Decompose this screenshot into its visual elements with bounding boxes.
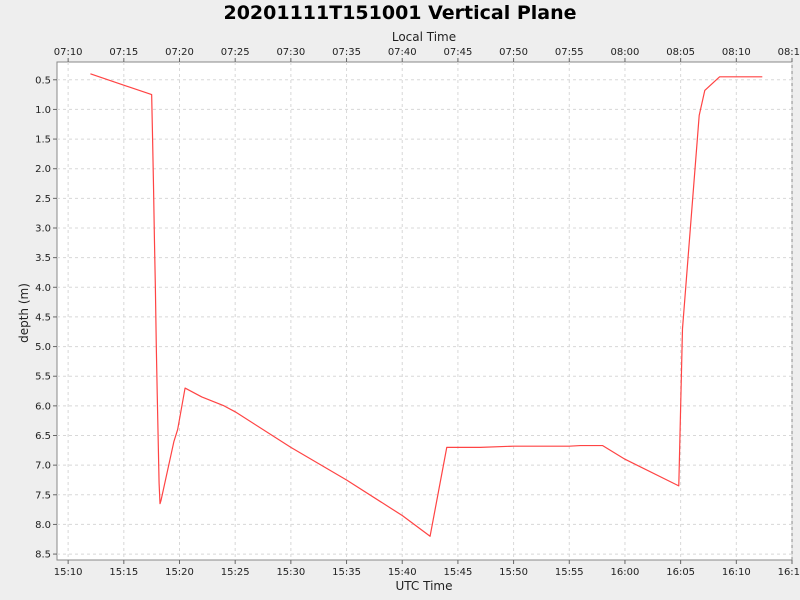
y-tick-label: 5.5 xyxy=(35,372,51,383)
y-tick-label: 6.0 xyxy=(35,401,51,412)
y-tick-label: 3.0 xyxy=(35,224,51,235)
x2-tick-label: 07:30 xyxy=(276,47,305,58)
y-tick-label: 2.0 xyxy=(35,164,51,175)
x2-tick-label: 08:00 xyxy=(611,47,640,58)
x2-tick-label: 08:10 xyxy=(722,47,751,58)
x-tick-label: 15:35 xyxy=(332,567,361,578)
ticks: 15:10 07:10 15:15 07:15 15:20 07:20 15:25 07:25… xyxy=(35,47,800,578)
x-tick-label: 15:25 xyxy=(221,567,250,578)
x-tick-label: 15:50 xyxy=(499,567,528,578)
y-tick-label: 1.5 xyxy=(35,135,51,146)
y-tick-label: 6.5 xyxy=(35,431,51,442)
x2-tick-label: 07:50 xyxy=(499,47,528,58)
y-tick-label: 8.0 xyxy=(35,520,51,531)
top-axis-label: Local Time xyxy=(392,30,456,44)
x2-tick-label: 07:10 xyxy=(54,47,83,58)
y-tick-label: 0.5 xyxy=(35,75,51,86)
x-tick-label: 15:40 xyxy=(388,567,417,578)
y-axis-label: depth (m) xyxy=(17,283,31,343)
x-tick-label: 15:10 xyxy=(54,567,83,578)
x2-tick-label: 07:35 xyxy=(332,47,361,58)
y-tick-label: 4.5 xyxy=(35,312,51,323)
x2-tick-label: 08:15 xyxy=(778,47,800,58)
x2-tick-label: 07:25 xyxy=(221,47,250,58)
plot-area xyxy=(56,61,793,561)
x2-tick-label: 07:45 xyxy=(443,47,472,58)
y-tick-label: 3.5 xyxy=(35,253,51,264)
x-tick-label: 16:05 xyxy=(666,567,695,578)
x-tick-label: 15:30 xyxy=(276,567,305,578)
x-tick-label: 16:00 xyxy=(611,567,640,578)
x2-tick-label: 07:15 xyxy=(109,47,138,58)
x-tick-label: 15:20 xyxy=(165,567,194,578)
x-tick-label: 15:45 xyxy=(443,567,472,578)
y-tick-label: 8.5 xyxy=(35,550,51,561)
y-tick-label: 4.0 xyxy=(35,283,51,294)
x2-tick-label: 08:05 xyxy=(666,47,695,58)
x-tick-label: 16:10 xyxy=(722,567,751,578)
y-tick-label: 7.0 xyxy=(35,461,51,472)
y-tick-label: 2.5 xyxy=(35,194,51,205)
x-tick-label: 16:15 xyxy=(778,567,800,578)
x2-tick-label: 07:20 xyxy=(165,47,194,58)
x2-tick-label: 07:55 xyxy=(555,47,584,58)
series-layer xyxy=(90,73,763,537)
x-tick-label: 15:15 xyxy=(109,567,138,578)
y-tick-label: 7.5 xyxy=(35,490,51,501)
x2-tick-label: 07:40 xyxy=(388,47,417,58)
grid xyxy=(57,62,793,560)
x-tick-label: 15:55 xyxy=(555,567,584,578)
chart-title: 20201111T151001 Vertical Plane xyxy=(223,2,576,24)
depth-series-line xyxy=(90,73,763,537)
x-axis-label: UTC Time xyxy=(396,579,453,593)
y-tick-label: 1.0 xyxy=(35,105,51,116)
y-tick-label: 5.0 xyxy=(35,342,51,353)
